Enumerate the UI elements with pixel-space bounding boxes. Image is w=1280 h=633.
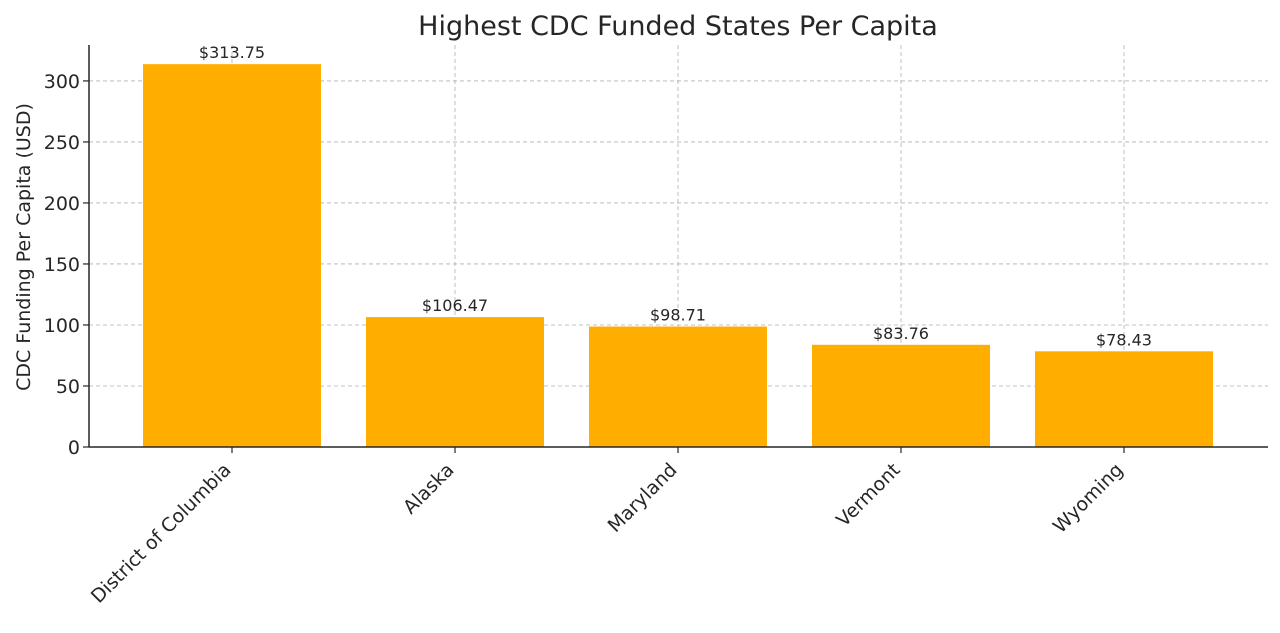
x-tick-label: Vermont <box>832 459 904 531</box>
chart-title: Highest CDC Funded States Per Capita <box>418 11 938 42</box>
y-tick-label: 50 <box>56 376 80 398</box>
bar <box>366 317 544 447</box>
x-tick-label: Maryland <box>604 459 682 537</box>
bars <box>143 64 1213 448</box>
x-axis: District of Columbia Alaska Maryland Vermon… <box>87 446 1268 608</box>
x-tick-label: District of Columbia <box>87 459 236 608</box>
y-tick-label: 300 <box>44 71 80 93</box>
y-axis: 0 50 100 150 200 250 300 <box>44 45 90 459</box>
data-labels: $313.75 $106.47 $98.71 $83.76 $78.43 <box>199 43 1152 349</box>
bar <box>812 344 990 447</box>
y-tick-label: 100 <box>44 315 80 337</box>
bar-value-label: $83.76 <box>873 324 929 343</box>
x-tick-label: Wyoming <box>1049 459 1128 538</box>
y-tick-label: 150 <box>44 254 80 276</box>
y-axis-label: CDC Funding Per Capita (USD) <box>13 103 35 391</box>
x-tick-label: Alaska <box>399 459 458 518</box>
y-tick-label: 250 <box>44 132 80 154</box>
bar-value-label: $78.43 <box>1096 330 1152 349</box>
bar-value-label: $98.71 <box>650 306 706 325</box>
bar <box>589 326 767 447</box>
bar-value-label: $313.75 <box>199 43 265 62</box>
y-tick-label: 0 <box>68 437 80 459</box>
y-tick-label: 200 <box>44 193 80 215</box>
bar-value-label: $106.47 <box>422 296 488 315</box>
bar <box>143 64 321 448</box>
bar <box>1035 351 1213 447</box>
